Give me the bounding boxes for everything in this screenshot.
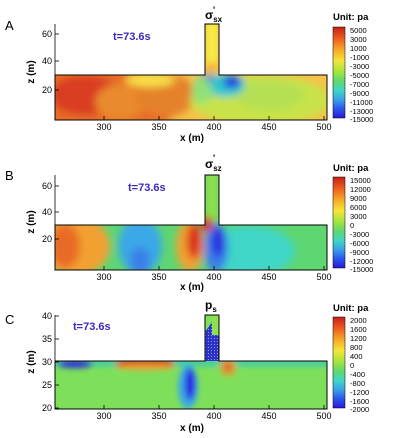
panel-c-xlabel: x (m) [180, 423, 204, 434]
panel-b-ylabel: z (m) [26, 210, 37, 233]
panel-a-y-axis [54, 24, 59, 120]
panel-b-cb-label: -12000 [350, 257, 373, 266]
panel-c-cb-label: 400 [350, 352, 363, 361]
panel-b-letter: B [5, 168, 14, 183]
panel-c-colorbar-labels: 2000 1600 1200 800 400 0 -400 -800 -1200… [350, 316, 369, 414]
panel-a-cb-label: -5000 [350, 71, 369, 80]
panel-b-cb-label: 12000 [350, 185, 371, 194]
panel-a-cb-label: -13000 [350, 107, 373, 116]
panel-a-unit: Unit: pa [333, 12, 369, 23]
panel-a-contour-field [55, 24, 327, 120]
panel-a-ylabel: z (m) [26, 60, 37, 83]
panel-b-cb-label: 6000 [350, 203, 367, 212]
panel-c-y-axis [54, 315, 59, 409]
panel-a-x-axis [103, 116, 325, 120]
panel-c-cb-label: 1200 [350, 334, 367, 343]
panel-a-variable-prime: ' [213, 5, 215, 15]
panel-c-cb-label: -1600 [350, 397, 369, 406]
panel-c-letter: C [5, 312, 14, 327]
panel-c-cb-label: -400 [350, 370, 365, 379]
panel-a-ytick-0: 60 [42, 29, 52, 39]
panel-a-cb-label: -7000 [350, 80, 369, 89]
panel-b-colorbar [332, 176, 346, 269]
panel-c-ytick-0: 40 [42, 311, 52, 321]
panel-b-y-axis [54, 175, 59, 270]
panel-c-ytick-1: 35 [42, 334, 52, 344]
panel-a-cb-label: -3000 [350, 62, 369, 71]
panel-b-xtick-1: 350 [151, 272, 166, 282]
panel-b-cb-label: 0 [350, 221, 354, 230]
panel-a-cb-label: 1000 [350, 44, 367, 53]
panel-b-time: t=73.6s [128, 182, 166, 194]
panel-c-cb-label: -1200 [350, 388, 369, 397]
panel-c-ytick-3: 25 [42, 380, 52, 390]
panel-b-xtick-2: 400 [206, 272, 221, 282]
panel-a-xtick-3: 450 [261, 122, 276, 132]
panel-a-variable: σsx [205, 8, 223, 24]
panel-c: 40 35 30 25 20 300 350 400 450 500 x (m)… [0, 292, 400, 438]
panel-c-ytick-2: 30 [42, 357, 52, 367]
panel-b-xtick-0: 300 [96, 272, 111, 282]
panel-a-cb-label: -11000 [350, 98, 373, 107]
panel-a-xlabel: x (m) [180, 133, 204, 144]
panel-a-cb-label: -9000 [350, 89, 369, 98]
panel-c-figure: 40 35 30 25 20 300 350 400 450 500 x (m)… [5, 298, 369, 434]
panel-c-cb-label: -2000 [350, 405, 369, 414]
panel-b-cb-label: 9000 [350, 194, 367, 203]
panel-b-cb-label: -9000 [350, 248, 369, 257]
panel-c-x-axis [103, 405, 325, 409]
panel-a-xtick-4: 500 [316, 122, 331, 132]
panel-c-xtick-2: 400 [206, 411, 221, 421]
panel-b-cb-label: -3000 [350, 230, 369, 239]
panel-b-ytick-1: 40 [42, 207, 52, 217]
panel-c-cb-label: 2000 [350, 316, 367, 325]
panel-b-cb-label: -6000 [350, 239, 369, 248]
panel-b-unit: Unit: pa [333, 163, 369, 174]
panel-c-xtick-0: 300 [96, 411, 111, 421]
panel-c-xtick-1: 350 [151, 411, 166, 421]
panel-c-xtick-4: 500 [316, 411, 331, 421]
panel-a-cb-label: 5000 [350, 26, 367, 35]
panel-c-cb-label: 1600 [350, 325, 367, 334]
panel-c-colorbar [332, 316, 346, 409]
panel-a-cb-label: -15000 [350, 115, 373, 124]
panel-a-time: t=73.6s [113, 31, 151, 43]
panel-c-cb-label: 800 [350, 343, 363, 352]
panel-a-cb-label: 3000 [350, 35, 367, 44]
panel-a-colorbar [332, 26, 346, 119]
panel-b-variable: σsz [205, 157, 222, 173]
panel-b-ytick-2: 20 [42, 234, 52, 244]
panel-b-cb-label: -15000 [350, 265, 373, 274]
panel-a: 60 40 20 300 350 400 450 500 x (m) z (m)… [0, 0, 400, 146]
panel-b-ytick-0: 60 [42, 181, 52, 191]
panel-b-cb-label: 3000 [350, 212, 367, 221]
panel-a-ytick-2: 20 [42, 85, 52, 95]
panel-c-time: t=73.6s [73, 321, 111, 333]
panel-b-contour-field [55, 175, 327, 270]
panel-b-colorbar-labels: 15000 12000 9000 6000 3000 0 -3000 -6000… [350, 176, 373, 274]
panel-c-ytick-4: 20 [42, 403, 52, 413]
panel-c-xtick-3: 450 [261, 411, 276, 421]
panel-a-ytick-1: 40 [42, 56, 52, 66]
panel-b: 60 40 20 300 350 400 450 500 x (m) z (m)… [0, 146, 400, 293]
panel-b-variable-prime: ' [213, 153, 215, 163]
panel-c-ylabel: z (m) [26, 350, 37, 373]
panel-a-xtick-1: 350 [151, 122, 166, 132]
panel-a-xtick-2: 400 [206, 122, 221, 132]
panel-a-letter: A [5, 18, 14, 33]
panel-a-xtick-0: 300 [96, 122, 111, 132]
panel-a-figure: 60 40 20 300 350 400 450 500 x (m) z (m)… [5, 5, 373, 144]
panel-c-cb-label: -800 [350, 379, 365, 388]
panel-c-unit: Unit: pa [333, 303, 369, 314]
panel-b-figure: 60 40 20 300 350 400 450 500 x (m) z (m)… [5, 153, 373, 293]
panel-b-x-axis [103, 266, 325, 270]
panel-b-xtick-4: 500 [316, 272, 331, 282]
panel-c-variable: ps [205, 298, 217, 314]
panel-c-cb-label: 0 [350, 361, 354, 370]
panel-a-cb-label: -1000 [350, 53, 369, 62]
panel-b-xtick-3: 450 [261, 272, 276, 282]
panel-a-colorbar-labels: 5000 3000 1000 -1000 -3000 -5000 -7000 -… [350, 26, 373, 124]
panel-b-xlabel: x (m) [180, 282, 204, 293]
panel-b-cb-label: 15000 [350, 176, 371, 185]
